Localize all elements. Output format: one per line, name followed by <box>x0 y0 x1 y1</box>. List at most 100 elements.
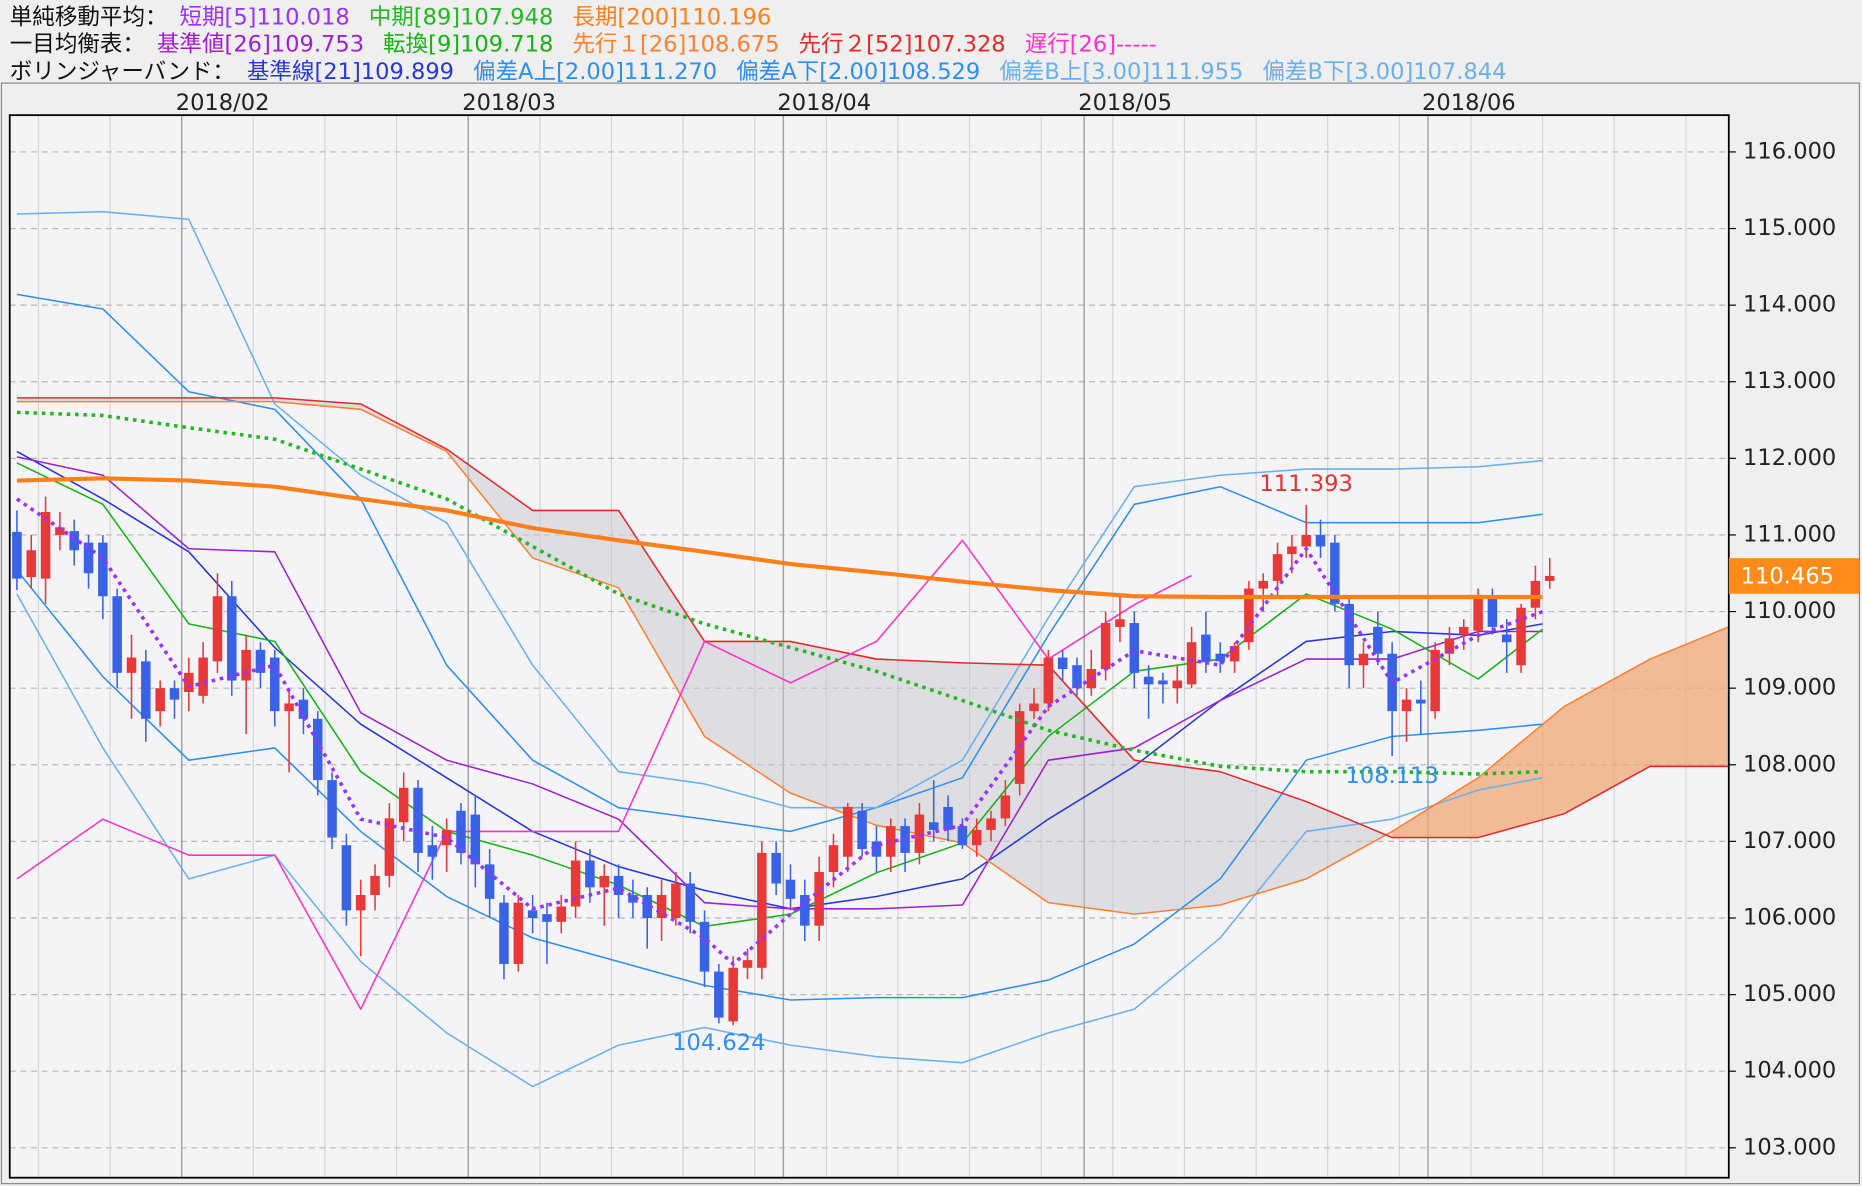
cloud <box>1306 801 1393 879</box>
cloud <box>102 397 189 402</box>
y-tick-label: 111.000 <box>1743 521 1836 547</box>
cloud <box>1392 777 1479 838</box>
candle-body <box>1444 638 1455 654</box>
candle-body <box>1301 534 1311 547</box>
legend-entry: 偏差A下[2.00]108.529 <box>736 59 980 85</box>
y-tick-label: 108.000 <box>1743 751 1836 777</box>
candle-body <box>1544 575 1555 581</box>
candle-body <box>570 860 581 907</box>
candle-body <box>98 542 108 597</box>
candle-body <box>1029 703 1039 712</box>
candle-body <box>957 826 968 846</box>
y-tick-label: 116.000 <box>1743 138 1836 164</box>
legend-entry: 偏差B上[3.00]111.955 <box>999 59 1243 85</box>
candle-body <box>1158 680 1168 685</box>
outer-border <box>0 82 1860 1185</box>
candle-body <box>1373 626 1383 654</box>
candle-body <box>971 829 982 846</box>
cloud <box>1650 626 1729 767</box>
candle-body <box>871 841 882 857</box>
candle-body <box>1516 607 1526 666</box>
candle-body <box>685 883 695 922</box>
legend-entry: 偏差B下[3.00]107.844 <box>1262 59 1506 85</box>
x-tick-label: 2018/02 <box>176 90 270 116</box>
indicator-line <box>16 476 1543 600</box>
candle-body <box>886 826 896 857</box>
candle-body <box>341 845 352 911</box>
candle-body <box>284 703 294 712</box>
candle-body <box>1129 623 1140 673</box>
candle-body <box>83 542 94 574</box>
candle-body <box>141 661 151 719</box>
y-tick-label: 103.000 <box>1743 1134 1836 1160</box>
candle-body <box>184 672 194 693</box>
legend-entry: 中期[89]107.948 <box>369 4 554 30</box>
candle-body <box>1215 653 1225 662</box>
legend-entry: 先行１[26]108.675 <box>572 32 779 58</box>
candle-body <box>155 688 165 712</box>
plot-border <box>8 114 1730 1179</box>
legend-entry: 遅行[26]----- <box>1025 32 1157 58</box>
candle-body <box>1201 634 1211 662</box>
y-tick-label: 113.000 <box>1743 368 1836 394</box>
cloud <box>876 659 963 843</box>
candle-body <box>1143 676 1154 685</box>
indicator-line <box>16 397 1729 839</box>
candle-body <box>456 810 466 853</box>
candle-body <box>1258 580 1268 589</box>
candle-body <box>599 875 609 888</box>
candle-body <box>126 657 137 673</box>
cloud <box>1564 659 1651 814</box>
candle-body <box>384 818 395 876</box>
x-tick-label: 2018/04 <box>777 90 871 116</box>
cloud <box>16 397 103 402</box>
candle-body <box>1229 646 1240 662</box>
candle-body <box>828 845 839 873</box>
candle-body <box>441 829 452 846</box>
y-tick-label: 109.000 <box>1743 675 1836 701</box>
y-tick-label: 115.000 <box>1743 215 1836 241</box>
cloud <box>274 397 361 410</box>
candle-body <box>1057 657 1068 670</box>
candle-body <box>413 787 423 853</box>
candle-body <box>513 902 524 964</box>
x-tick-label: 2018/05 <box>1078 90 1172 116</box>
candle-body <box>527 910 538 918</box>
candle-body <box>986 818 996 830</box>
candle-body <box>928 822 939 830</box>
indicator-line <box>15 497 1544 966</box>
candle-body <box>1473 596 1483 631</box>
candle-body <box>255 649 266 673</box>
legend-group-label: ボリンジャーバンド： <box>10 59 235 85</box>
legend-entry: 先行２[52]107.328 <box>799 32 1006 58</box>
candle-body <box>728 967 738 1022</box>
legend-entry: 長期[200]110.196 <box>572 4 771 30</box>
legend-entry: 短期[5]110.018 <box>179 4 349 30</box>
candle-body <box>1487 596 1498 627</box>
legend-entry: 基準値[26]109.753 <box>157 32 364 58</box>
indicator-line <box>16 539 1192 1010</box>
candle-body <box>1172 680 1183 689</box>
candle-body <box>370 875 380 896</box>
legend-group-label: 単純移動平均： <box>10 4 168 30</box>
y-tick-label: 104.000 <box>1743 1058 1836 1084</box>
candle-body <box>1244 588 1254 643</box>
candle-body <box>1043 657 1054 704</box>
candle-body <box>1358 653 1369 666</box>
candle-body <box>1014 711 1025 784</box>
plot-layer: 111.393 104.624 108.113 <box>9 115 1729 1178</box>
y-tick-label: 112.000 <box>1743 445 1836 471</box>
candle-body <box>585 860 595 888</box>
candle-body <box>270 657 280 712</box>
candle-body <box>227 596 237 681</box>
y-tick-label: 105.000 <box>1743 981 1836 1007</box>
candle-body <box>198 657 208 696</box>
candle-body <box>1430 649 1440 712</box>
candle-body <box>656 895 667 918</box>
cloud <box>618 510 705 737</box>
candle-body <box>642 895 652 918</box>
candle-body <box>699 921 710 972</box>
candle-body <box>1459 626 1469 635</box>
candle-body <box>943 806 953 830</box>
x-tick-label: 2018/06 <box>1422 90 1516 116</box>
